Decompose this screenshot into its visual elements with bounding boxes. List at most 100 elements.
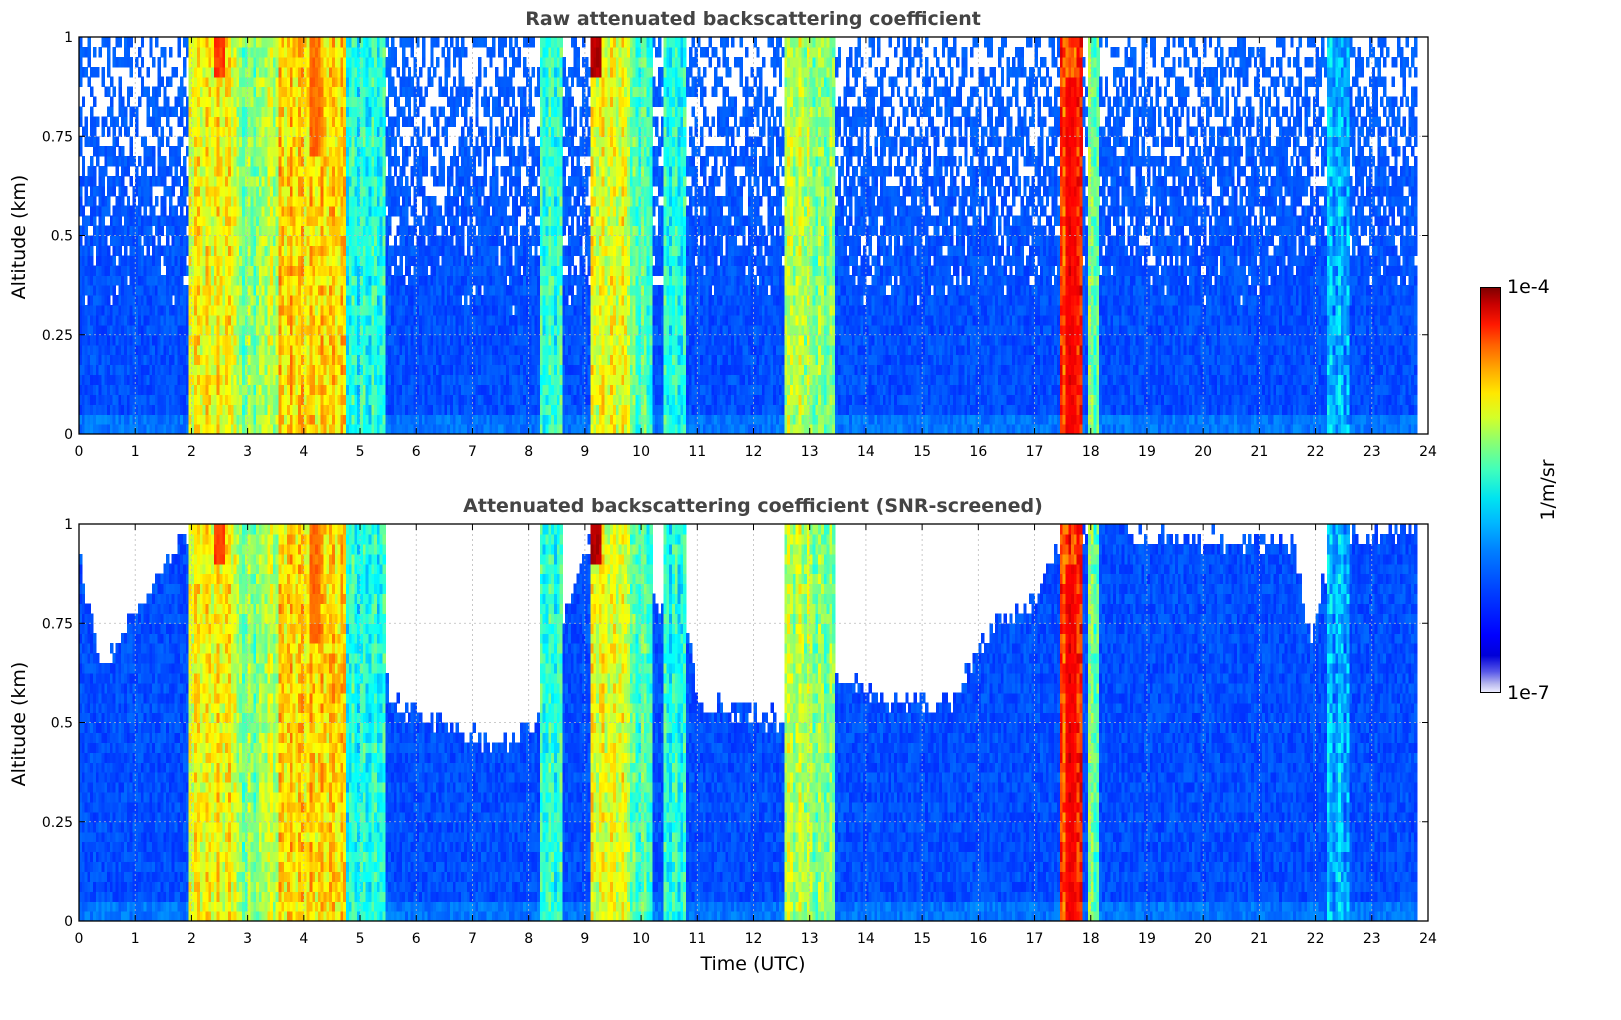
heatmap-cell — [123, 404, 128, 415]
heatmap-cell — [109, 424, 114, 435]
heatmap-cell — [109, 304, 114, 316]
heatmap-cell — [149, 225, 153, 237]
heatmap-cell — [135, 106, 139, 117]
heatmap-cell — [138, 215, 142, 227]
heatmap-cell — [292, 364, 296, 376]
heatmap-cell — [160, 195, 164, 207]
heatmap-cell — [157, 304, 162, 316]
heatmap-cell — [216, 76, 221, 88]
heatmap-cell — [289, 185, 294, 197]
heatmap-cell — [194, 106, 198, 117]
heatmap-cell — [233, 76, 237, 88]
heatmap-cell — [140, 374, 145, 385]
heatmap-cell — [286, 235, 291, 247]
heatmap-cell — [107, 295, 111, 306]
heatmap-cell — [306, 116, 311, 127]
heatmap-cell — [182, 255, 187, 266]
heatmap-cell — [295, 304, 299, 316]
heatmap-cell — [84, 136, 89, 147]
heatmap-cell — [211, 414, 215, 425]
heatmap-cell — [160, 384, 164, 395]
heatmap-cell — [199, 46, 204, 58]
heatmap-cell — [242, 215, 246, 227]
heatmap-cell — [115, 215, 119, 227]
heatmap-cell — [222, 195, 226, 207]
heatmap-cell — [87, 235, 91, 247]
heatmap-cell — [191, 324, 195, 336]
heatmap-cell — [225, 96, 229, 108]
heatmap-cell — [272, 314, 277, 326]
heatmap-cell — [152, 275, 156, 286]
heatmap-cell — [301, 384, 305, 395]
heatmap-cell — [444, 76, 448, 88]
heatmap-cell — [317, 304, 322, 316]
heatmap-cell — [284, 245, 288, 256]
heatmap-cell — [208, 136, 212, 147]
heatmap-cell — [185, 295, 190, 306]
heatmap-cell — [286, 324, 291, 336]
heatmap-cell — [301, 96, 305, 108]
heatmap-cell — [464, 215, 468, 227]
heatmap-cell — [182, 424, 187, 435]
heatmap-cell — [284, 126, 288, 137]
heatmap-cell — [205, 195, 209, 207]
heatmap-cell — [104, 334, 108, 346]
heatmap-cell — [258, 344, 263, 356]
heatmap-cell — [278, 424, 282, 435]
heatmap-cell — [79, 255, 83, 266]
heatmap-cell — [242, 46, 246, 58]
heatmap-cell — [146, 66, 150, 78]
heatmap-cell — [174, 414, 178, 425]
heatmap-cell — [216, 235, 221, 247]
heatmap-cell — [205, 106, 209, 117]
heatmap-cell — [93, 166, 97, 177]
heatmap-cell — [258, 37, 263, 48]
heatmap-cell — [230, 374, 235, 385]
heatmap-cell — [205, 116, 209, 127]
heatmap-cell — [157, 86, 162, 98]
heatmap-cell — [295, 185, 299, 197]
heatmap-cell — [107, 56, 111, 68]
heatmap-cell — [180, 324, 184, 336]
heatmap-cell — [301, 37, 305, 48]
heatmap-cell — [289, 156, 294, 167]
heatmap-cell — [258, 235, 263, 247]
heatmap-cell — [199, 424, 204, 435]
heatmap-cell — [132, 334, 136, 346]
heatmap-cell — [306, 304, 311, 316]
heatmap-cell — [323, 424, 327, 435]
heatmap-cell — [188, 275, 193, 286]
heatmap-cell — [284, 304, 288, 316]
heatmap-cell — [278, 255, 282, 266]
heatmap-cell — [135, 424, 139, 435]
heatmap-cell — [258, 146, 263, 157]
heatmap-cell — [303, 225, 308, 237]
heatmap-cell — [270, 106, 274, 117]
heatmap-cell — [174, 66, 178, 78]
heatmap-cell — [261, 156, 266, 167]
heatmap-cell — [278, 364, 282, 376]
heatmap-cell — [205, 96, 209, 108]
heatmap-cell — [295, 46, 299, 58]
heatmap-cell — [199, 76, 204, 88]
heatmap-cell — [225, 37, 229, 48]
heatmap-cell — [315, 364, 319, 376]
heatmap-cell — [135, 384, 139, 395]
heatmap-cell — [129, 285, 133, 296]
heatmap-cell — [93, 314, 97, 326]
heatmap-cell — [390, 37, 395, 48]
heatmap-cell — [312, 424, 316, 435]
heatmap-cell — [182, 295, 187, 306]
heatmap-cell — [191, 384, 195, 395]
heatmap-cell — [129, 106, 133, 117]
heatmap-cell — [208, 56, 212, 68]
heatmap-cell — [286, 126, 291, 137]
heatmap-cell — [222, 76, 226, 88]
heatmap-cell — [208, 166, 212, 177]
heatmap-cell — [146, 354, 150, 366]
heatmap-cell — [143, 374, 148, 385]
heatmap-cell — [433, 166, 437, 177]
heatmap-cell — [312, 344, 316, 356]
heatmap-cell — [168, 374, 173, 385]
heatmap-cell — [466, 245, 471, 256]
